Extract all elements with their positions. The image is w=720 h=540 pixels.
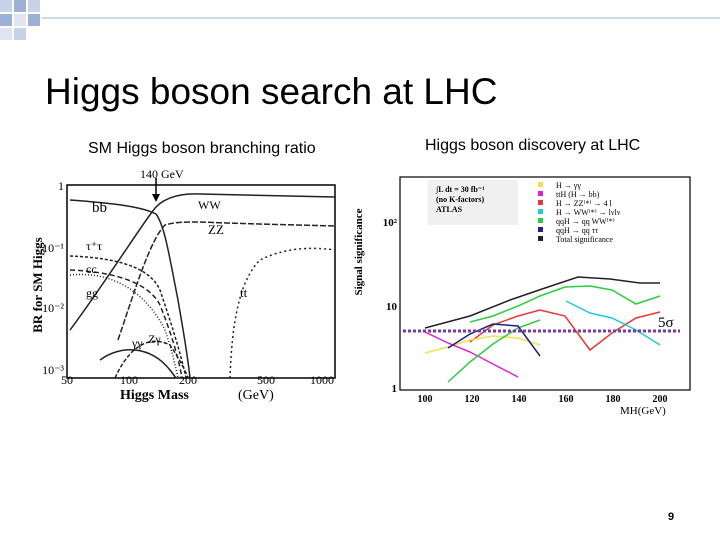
- x-tick-label: 100: [120, 373, 138, 387]
- legend-entry: H → WW⁽*⁾ → lνlν: [556, 208, 621, 217]
- curve-label: ZZ: [208, 222, 224, 237]
- branching-ratio-figure: 140 GeV bb WW ZZ τ⁺τ cc gg tt γγ Zγ 50 10…: [30, 167, 336, 403]
- curve-label: Zγ: [148, 332, 161, 346]
- legend-swatch: [538, 191, 543, 196]
- curve-label: gg: [86, 286, 98, 300]
- curve-label: bb: [92, 200, 107, 216]
- x-tick-label: 500: [257, 373, 275, 387]
- y-tick-label: 10⁻¹: [42, 241, 64, 255]
- page-number: 9: [668, 511, 674, 523]
- x-tick-label: 200: [179, 373, 197, 387]
- curve-label: γγ: [131, 336, 143, 350]
- y-axis-title: BR for SM Higgs: [30, 237, 45, 332]
- significance-figure: ∫L dt = 30 fb⁻¹(no K-factors)ATLAS H → γγ…: [353, 176, 691, 417]
- legend-swatch: [538, 200, 543, 205]
- legend-swatch: [538, 182, 543, 187]
- legend-entry: H → ZZ⁽*⁾ → 4 l: [556, 199, 612, 208]
- x-tick-label: 140: [512, 394, 527, 405]
- x-tick-label: 100: [418, 394, 433, 405]
- corner-decoration: [0, 0, 40, 40]
- y-tick-label: 10²: [383, 217, 398, 229]
- y-axis-title: Signal significance: [353, 208, 365, 295]
- x-axis-unit: (GeV): [238, 388, 274, 403]
- x-axis-title: MH(GeV): [620, 405, 666, 417]
- legend-swatch: [538, 236, 543, 241]
- y-tick-label: 10⁻³: [42, 363, 64, 377]
- curve-label: τ⁺τ: [86, 239, 102, 253]
- x-axis-title: Higgs Mass: [120, 388, 189, 403]
- legend-entry: ttH (H → bb): [556, 190, 600, 199]
- y-tick-label: 1: [58, 179, 64, 193]
- legend-header: ATLAS: [436, 205, 463, 214]
- legend-entry: Total significance: [556, 235, 613, 244]
- curve-label: tt: [240, 285, 248, 300]
- legend-swatch: [538, 218, 543, 223]
- legend-entry: qqH → qq WW⁽*⁾: [556, 217, 615, 226]
- x-tick-label: 1000: [310, 373, 334, 387]
- x-tick-label: 200: [653, 394, 668, 405]
- legend-swatch: [538, 227, 543, 232]
- mass-marker: 140 GeV: [140, 167, 184, 181]
- legend-entry: H → γγ: [556, 181, 581, 190]
- y-tick-label: 10: [386, 301, 398, 313]
- panel-caption: Higgs boson discovery at LHC: [425, 137, 640, 154]
- legend-swatch: [538, 209, 543, 214]
- x-tick-label: 50: [61, 373, 73, 387]
- panel-caption: SM Higgs boson branching ratio: [88, 140, 316, 157]
- legend-header: (no K-factors): [436, 195, 485, 204]
- slide-title: Higgs boson search at LHC: [45, 71, 497, 112]
- y-tick-label: 1: [392, 383, 398, 395]
- x-tick-label: 160: [559, 394, 574, 405]
- y-tick-label: 10⁻²: [42, 301, 64, 315]
- threshold-label: 5σ: [658, 315, 674, 331]
- legend-entry: qqH → qq ττ: [556, 226, 599, 235]
- legend-header: ∫L dt = 30 fb⁻¹: [435, 185, 485, 194]
- x-tick-label: 180: [606, 394, 621, 405]
- x-tick-label: 120: [465, 394, 480, 405]
- curve-label: cc: [86, 262, 97, 276]
- curve-label: WW: [198, 198, 221, 212]
